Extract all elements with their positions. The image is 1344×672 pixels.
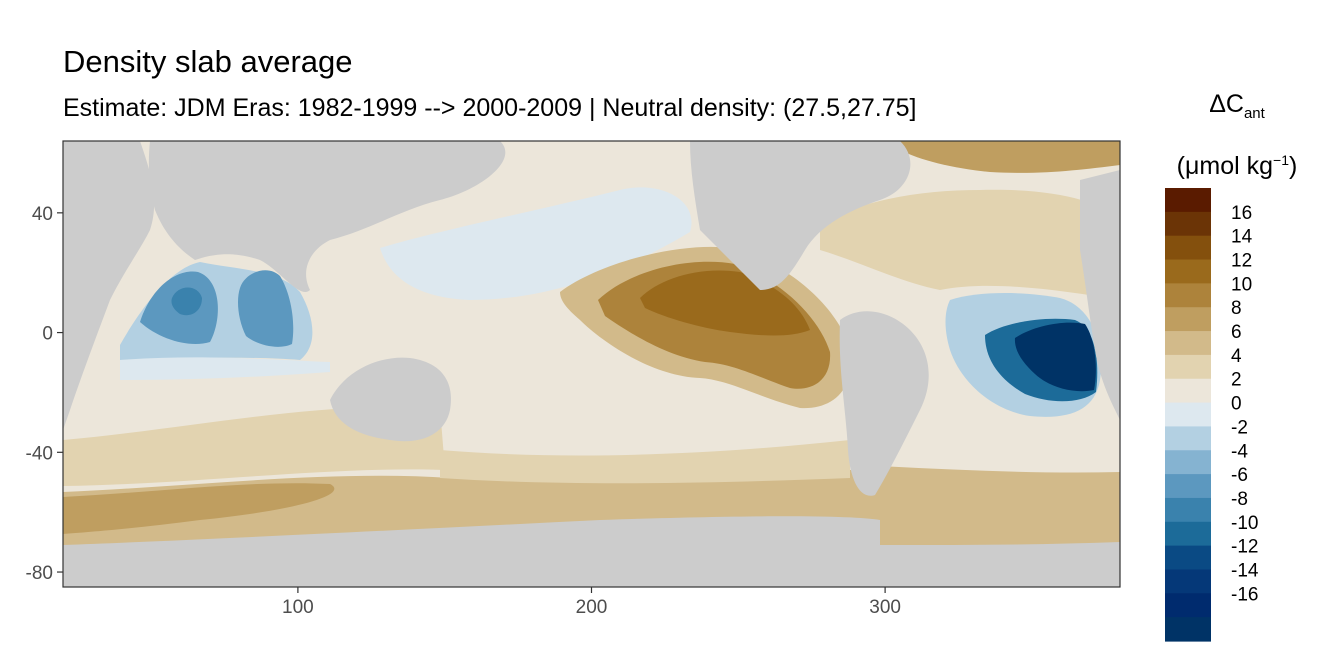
antarctic-margin	[63, 483, 335, 534]
x-tick-label: 100	[282, 597, 314, 618]
legend-label: 4	[1231, 346, 1242, 367]
legend-color-bin	[1165, 283, 1211, 308]
legend-color-bin	[1165, 426, 1211, 451]
legend-title-symbol: ΔC	[1209, 90, 1244, 118]
legend-color-bin	[1165, 617, 1211, 642]
legend-color-bin	[1165, 188, 1211, 213]
legend-label: 2	[1231, 370, 1242, 391]
europe-africa-east-landmass	[1080, 170, 1120, 420]
y-tick-label: -40	[26, 443, 53, 464]
north-pacific-subpolar	[380, 187, 692, 300]
arabian-sea-core	[171, 287, 202, 316]
y-axis: 40 0 -40 -80	[26, 204, 63, 584]
chart-subtitle: Estimate: JDM Eras: 1982-1999 --> 2000-2…	[63, 94, 917, 122]
legend-label: 12	[1231, 251, 1252, 272]
legend-title: ΔCant (μmol kg−1)	[1162, 84, 1312, 186]
legend-color-bin	[1165, 474, 1211, 499]
legend-color-bin	[1165, 497, 1211, 523]
legend-unit-suffix: )	[1289, 152, 1298, 180]
legend-label: -12	[1231, 537, 1258, 558]
legend-label: -14	[1231, 560, 1259, 581]
legend-color-bin	[1165, 211, 1211, 237]
legend-color-bin	[1165, 307, 1211, 332]
south-pacific-light	[440, 440, 850, 484]
legend-label: 10	[1231, 274, 1252, 295]
x-tick-label: 300	[869, 597, 901, 618]
x-axis: 100 200 300	[282, 587, 901, 618]
legend-label: -6	[1231, 465, 1248, 486]
legend-color-bin	[1165, 402, 1211, 428]
north-atlantic	[820, 189, 1120, 300]
legend-color-bin	[1165, 569, 1211, 594]
x-tick-label: 200	[576, 597, 608, 618]
legend-color-bin	[1165, 354, 1211, 380]
legend-label: 6	[1231, 322, 1242, 343]
antarctica-east-landmass	[880, 542, 1120, 587]
y-tick-label: 0	[42, 324, 53, 345]
legend-color-bin	[1165, 450, 1211, 475]
legend-unit-prefix: (μmol kg	[1176, 152, 1274, 180]
south-america-landmass	[839, 311, 929, 496]
legend-label: 8	[1231, 298, 1242, 319]
legend-label: -2	[1231, 417, 1248, 438]
asia-landmass	[148, 141, 506, 293]
tropical-atlantic-core	[1014, 322, 1096, 392]
land-masses	[63, 141, 1120, 587]
legend-label: -16	[1231, 584, 1258, 605]
legend-label: 14	[1231, 227, 1253, 248]
arctic-shelf	[900, 141, 1120, 173]
legend-color-bin	[1165, 331, 1211, 356]
legend-label: -4	[1231, 441, 1248, 462]
legend-unit-exponent: −1	[1273, 152, 1289, 168]
bay-of-bengal	[238, 270, 294, 347]
equatorial-indian	[120, 357, 330, 380]
legend-label: -8	[1231, 489, 1248, 510]
legend-color-bin	[1165, 545, 1211, 571]
y-tick-label: -80	[26, 563, 53, 584]
legend-label: -10	[1231, 513, 1258, 534]
legend-label: 0	[1231, 394, 1242, 415]
chart-title: Density slab average	[63, 44, 353, 79]
antarctica-landmass	[63, 516, 880, 587]
australia-landmass	[330, 357, 451, 442]
north-america-landmass	[690, 141, 911, 290]
legend-label: 16	[1231, 203, 1252, 224]
africa-landmass	[63, 141, 155, 430]
legend-title-subscript: ant	[1243, 105, 1265, 122]
legend-color-bin	[1165, 521, 1211, 547]
legend-color-bin	[1165, 593, 1211, 618]
legend-color-bin	[1165, 235, 1211, 261]
y-tick-label: 40	[32, 204, 53, 225]
legend-color-bin	[1165, 378, 1211, 404]
legend-color-bin	[1165, 259, 1211, 284]
